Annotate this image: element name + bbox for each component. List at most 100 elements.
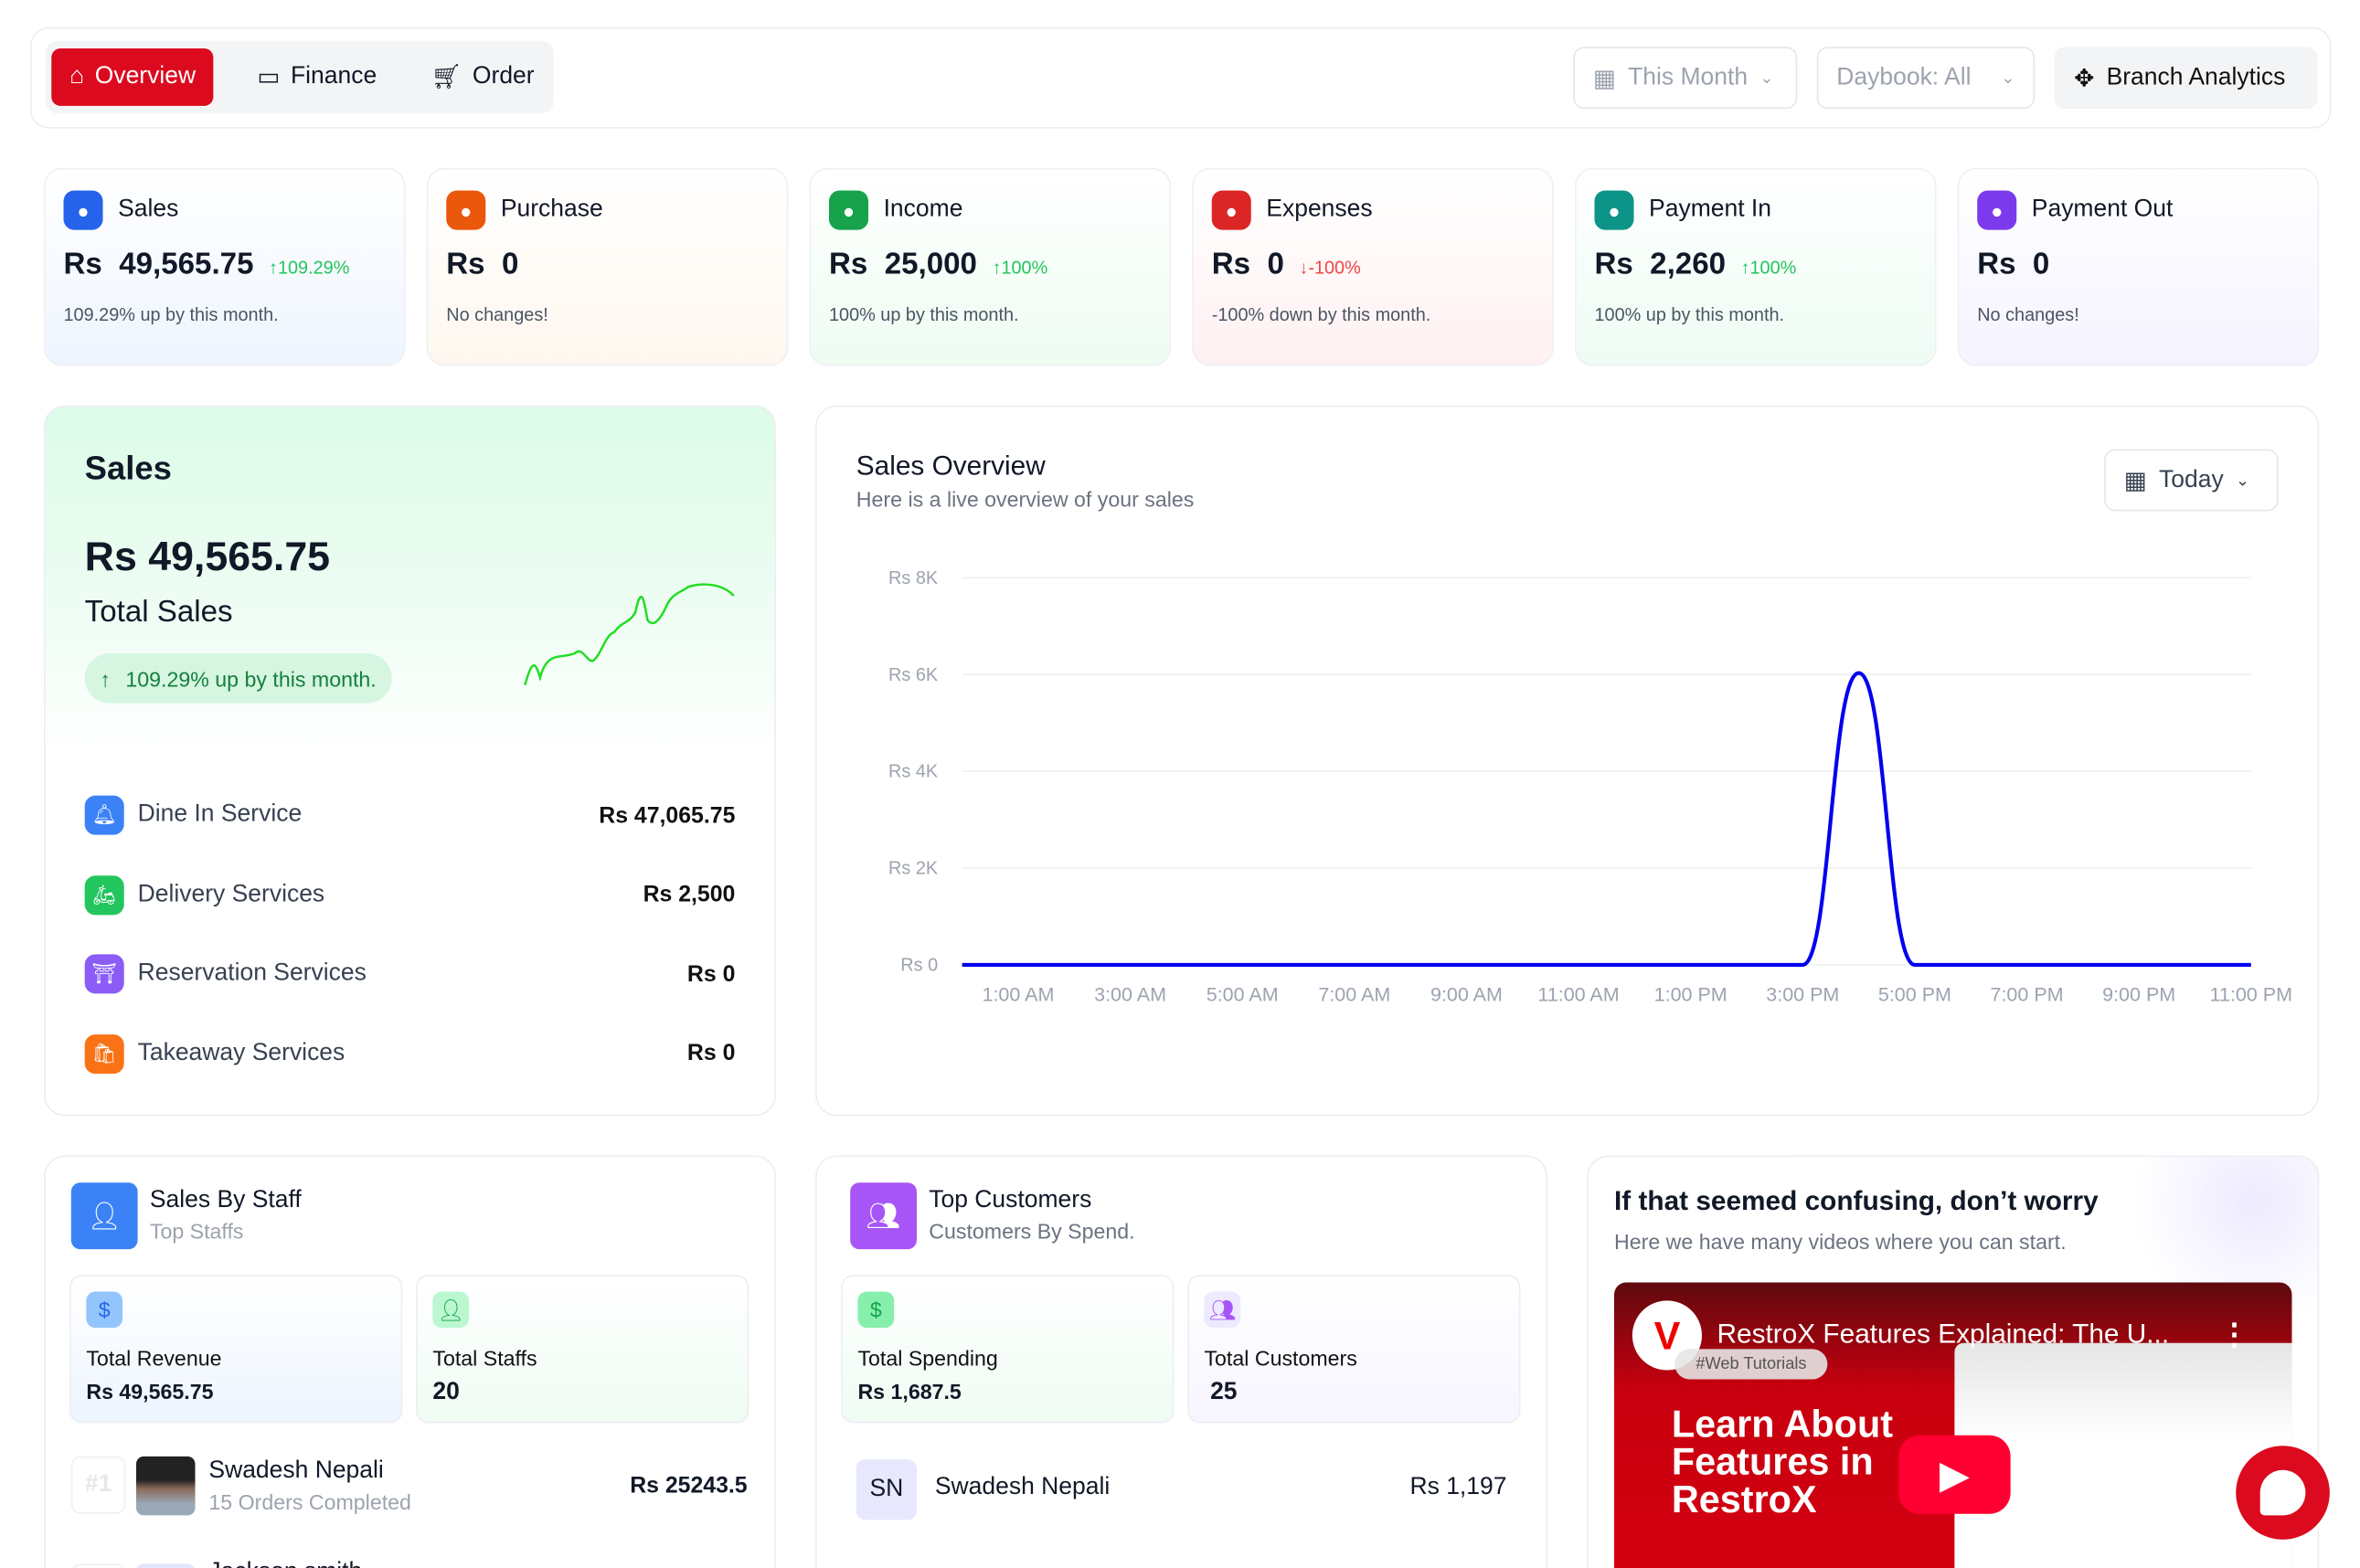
wallet-icon: ▭ [257, 65, 281, 91]
change-indicator: ↑100% [1740, 257, 1797, 279]
staff-amount: Rs 25243.5 [630, 1473, 748, 1499]
period-select[interactable]: ▦ This Month ⌄ [1573, 47, 1798, 110]
customers-subtitle: Customers By Spend. [929, 1219, 1135, 1244]
x-tick-label: 5:00 PM [1878, 984, 1951, 1006]
video-card-subtitle: Here we have many videos where you can s… [1613, 1229, 2067, 1255]
calendar-icon: ▦ [2123, 468, 2147, 494]
stat-icon: ● [1211, 190, 1251, 230]
x-tick-label: 9:00 AM [1430, 984, 1503, 1006]
total-spending-card: $ Total Spending Rs 1,687.5 [841, 1275, 1175, 1424]
y-tick-label: Rs 0 [900, 956, 938, 976]
total-revenue-card: $ Total Revenue Rs 49,565.75 [69, 1275, 403, 1424]
stat-card-expenses[interactable]: ● Expenses Rs 0 ↓-100% -100% down by this … [1192, 167, 1554, 366]
channel-tag: #Web Tutorials [1674, 1349, 1828, 1380]
tab-finance[interactable]: ▭ Finance [257, 63, 377, 91]
top-bar [30, 26, 2332, 129]
sales-title: Sales [84, 449, 172, 487]
customers-title: Top Customers [929, 1187, 1092, 1213]
play-icon[interactable]: ▶ [1898, 1435, 2011, 1514]
sales-growth-badge: ↑ 109.29% up by this month. [84, 653, 392, 704]
arrow-up-icon: ↑ [269, 257, 278, 279]
staff-orders: 15 Orders Completed [208, 1489, 411, 1514]
chevron-down-icon: ⌄ [2235, 471, 2250, 491]
scooter-icon: 🛵︎ [84, 874, 124, 915]
chevron-down-icon: ⌄ [1759, 69, 1774, 88]
nav-tabs: ⌂ Overview ▭ Finance 🛒︎ Order [45, 40, 554, 114]
service-row: 🛍︎ Takeaway Services Rs 0 [84, 1033, 735, 1074]
service-row: 🔔︎ Dine In Service Rs 47,065.75 [84, 795, 735, 835]
home-icon: ⌂ [69, 63, 85, 90]
service-row: ⛩︎ Reservation Services Rs 0 [84, 954, 735, 994]
bag-icon: 🛍︎ [84, 1033, 124, 1074]
customer-amount: Rs 1,197 [1409, 1474, 1507, 1500]
arrow-down-icon: ↓ [1299, 257, 1309, 279]
top-customers-card [815, 1155, 1548, 1568]
x-tick-label: 7:00 AM [1318, 984, 1390, 1006]
users-icon: 👥︎ [1204, 1291, 1241, 1329]
y-tick-label: Rs 2K [888, 859, 939, 879]
branch-analytics-button[interactable]: ✥ Branch Analytics [2054, 47, 2318, 110]
x-tick-label: 1:00 AM [983, 984, 1055, 1006]
service-row: 🛵︎ Delivery Services Rs 2,500 [84, 874, 735, 915]
table-icon: ⛩︎ [84, 954, 124, 994]
range-select[interactable]: ▦ Today ⌄ [2104, 449, 2279, 512]
stat-icon: ● [63, 190, 103, 230]
chevron-down-icon: ⌄ [2001, 69, 2015, 88]
users-icon: 👥︎ [850, 1182, 917, 1250]
sales-card [43, 405, 777, 1117]
stat-card-sales[interactable]: ● Sales Rs 49,565.75 ↑109.29% 109.29% up b… [43, 167, 406, 366]
tab-order[interactable]: 🛒︎ Order [431, 63, 535, 91]
staff-subtitle: Top Staffs [149, 1219, 244, 1244]
customer-name[interactable]: Swadesh Nepali [934, 1474, 1111, 1500]
total-customers-card: 👥︎ Total Customers 25 [1187, 1275, 1521, 1424]
change-indicator: ↑109.29% [269, 257, 350, 279]
total-staffs-card: 👤︎ Total Staffs 20 [416, 1275, 749, 1424]
sales-sparkline [524, 583, 735, 686]
customer-initials-avatar: SN [856, 1459, 917, 1520]
stat-icon: ● [1594, 190, 1634, 230]
x-tick-label: 1:00 PM [1654, 984, 1727, 1006]
stat-icon: ● [1977, 190, 2017, 230]
overview-title: Sales Overview [856, 450, 1046, 482]
sales-line-chart: Rs 8K Rs 6K Rs 4K Rs 2K Rs 0 1:00 AM 3:00 AM 5:… [888, 568, 2292, 1006]
avatar [135, 1456, 196, 1516]
sales-series-line [962, 671, 2251, 968]
stat-card-income[interactable]: ● Income Rs 25,000 ↑100% 100% up by this m… [809, 167, 1172, 366]
video-title: RestroX Features Explained: The U... [1717, 1319, 2170, 1350]
x-tick-label: 3:00 AM [1094, 984, 1166, 1006]
chat-support-button[interactable] [2232, 1442, 2333, 1543]
sales-total: Rs 49,565.75 [84, 534, 331, 579]
arrow-up-icon: ↑ [1740, 257, 1750, 279]
staff-name[interactable]: Swadesh Nepali [208, 1457, 384, 1484]
calendar-icon: ▦ [1592, 65, 1616, 92]
change-indicator: ↑100% [992, 257, 1048, 279]
y-tick-label: Rs 4K [888, 762, 939, 782]
tab-overview[interactable]: ⌂ Overview [51, 48, 214, 106]
sales-overview-card [815, 405, 2320, 1117]
stat-card-payment-in[interactable]: ● Payment In Rs 2,260 ↑100% 100% up by thi… [1574, 167, 1937, 366]
overview-subtitle: Here is a live overview of your sales [856, 486, 1195, 512]
thumbnail-text: Learn About Features in RestroX [1671, 1403, 1894, 1522]
x-tick-label: 11:00 AM [1537, 984, 1619, 1006]
staff-title: Sales By Staff [149, 1187, 302, 1213]
stat-icon: ● [446, 190, 486, 230]
stat-card-payment-out[interactable]: ● Payment Out Rs 0 No changes! [1957, 167, 2320, 366]
user-icon: 👤︎ [432, 1291, 470, 1329]
x-tick-label: 5:00 AM [1207, 984, 1279, 1006]
rank-badge: #1 [70, 1456, 126, 1514]
stat-card-purchase[interactable]: ● Purchase Rs 0 No changes! [426, 167, 789, 366]
staff-name[interactable]: Jackson smith [208, 1559, 362, 1568]
bell-icon: 🔔︎ [84, 795, 124, 835]
daybook-select[interactable]: Daybook: All ⌄ [1816, 47, 2036, 110]
cart-icon: 🛒︎ [431, 65, 462, 91]
more-options-icon[interactable]: ⋮ [2219, 1319, 2250, 1352]
arrow-up-icon: ↑ [100, 666, 111, 691]
sales-by-staff-card [43, 1155, 777, 1568]
video-thumbnail[interactable]: V RestroX Features Explained: The U... ⋮… [1613, 1282, 2292, 1568]
y-tick-label: Rs 8K [888, 568, 939, 588]
avatar [135, 1563, 196, 1568]
x-tick-label: 11:00 PM [2210, 984, 2292, 1006]
dollar-icon: $ [857, 1291, 895, 1329]
x-tick-label: 3:00 PM [1766, 984, 1839, 1006]
sales-subtitle: Total Sales [84, 596, 233, 630]
